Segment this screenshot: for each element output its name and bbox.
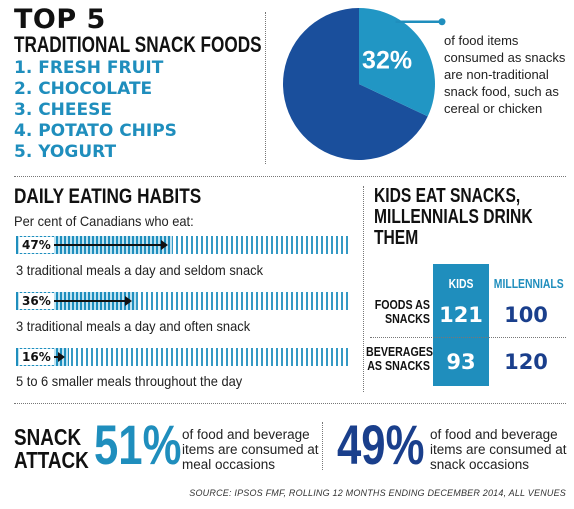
pie-leader-dot <box>438 18 446 26</box>
top-list-item: 2. CHOCOLATE <box>14 79 153 99</box>
snack-percent: 49% <box>337 413 425 476</box>
bar-arrow <box>46 240 168 250</box>
divider <box>322 422 323 470</box>
kids-beverages-value: 93 <box>446 350 476 374</box>
top-list-item: 4. POTATO CHIPS <box>14 121 177 141</box>
pie-chart: 32% <box>283 8 446 160</box>
divider <box>14 403 566 404</box>
meal-percent: 51% <box>94 413 182 476</box>
millennials-beverages-value: 120 <box>504 350 548 374</box>
row-label-foods: FOODS AS SNACKS <box>374 297 430 326</box>
habit-bar-2: 16% <box>16 348 348 366</box>
bar-category-label: 3 traditional meals a day and seldom sna… <box>16 262 264 278</box>
habits-title: DAILY EATING HABITS <box>14 185 202 208</box>
top-list-title: TOP 5 <box>14 4 106 35</box>
millennials-foods-value: 100 <box>504 303 548 327</box>
pie-slice-1 <box>283 8 428 160</box>
bar-arrow <box>46 352 65 362</box>
row-label-beverages: BEVERAGES AS SNACKS <box>366 344 433 373</box>
table-row-divider <box>370 337 566 338</box>
kids-column-highlight <box>433 264 489 386</box>
kids-column-header: KIDS <box>448 276 474 291</box>
pie-slice-0 <box>359 8 435 117</box>
bar-track <box>16 348 348 366</box>
bar-category-label: 5 to 6 smaller meals throughout the day <box>16 373 243 389</box>
kids-title: KIDS EAT SNACKS, MILLENNIALS DRINK THEM <box>374 185 533 249</box>
snack-attack-title: SNACK ATTACK <box>14 424 89 473</box>
snack-description: of food and beverage items are consumed … <box>430 427 567 472</box>
top-list-item: 5. YOGURT <box>14 142 117 162</box>
pie-description: of food items consumed as snacks are non… <box>444 33 566 116</box>
meal-description: of food and beverage items are consumed … <box>182 427 319 472</box>
kids-foods-value: 121 <box>439 303 483 327</box>
bar-value-label: 16% <box>19 349 54 365</box>
divider <box>14 176 566 177</box>
bar-arrow <box>46 296 132 306</box>
pie-percent-label: 32% <box>362 47 412 75</box>
habit-bar-0: 47% <box>16 236 348 254</box>
bar-value-label: 36% <box>19 293 54 309</box>
habit-bar-1: 36% <box>16 292 348 310</box>
source-note: SOURCE: IPSOS FMF, ROLLING 12 MONTHS END… <box>189 488 566 498</box>
millennials-column-header: MILLENNIALS <box>493 276 564 291</box>
divider <box>363 186 364 392</box>
top-list-item: 3. CHEESE <box>14 100 112 120</box>
top-list-item: 1. FRESH FRUIT <box>14 58 164 78</box>
divider <box>265 12 266 164</box>
bar-value-label: 47% <box>19 237 54 253</box>
habits-subtitle: Per cent of Canadians who eat: <box>14 213 194 229</box>
top-list-subtitle: TRADITIONAL SNACK FOODS <box>14 32 262 57</box>
bar-category-label: 3 traditional meals a day and often snac… <box>16 318 251 334</box>
